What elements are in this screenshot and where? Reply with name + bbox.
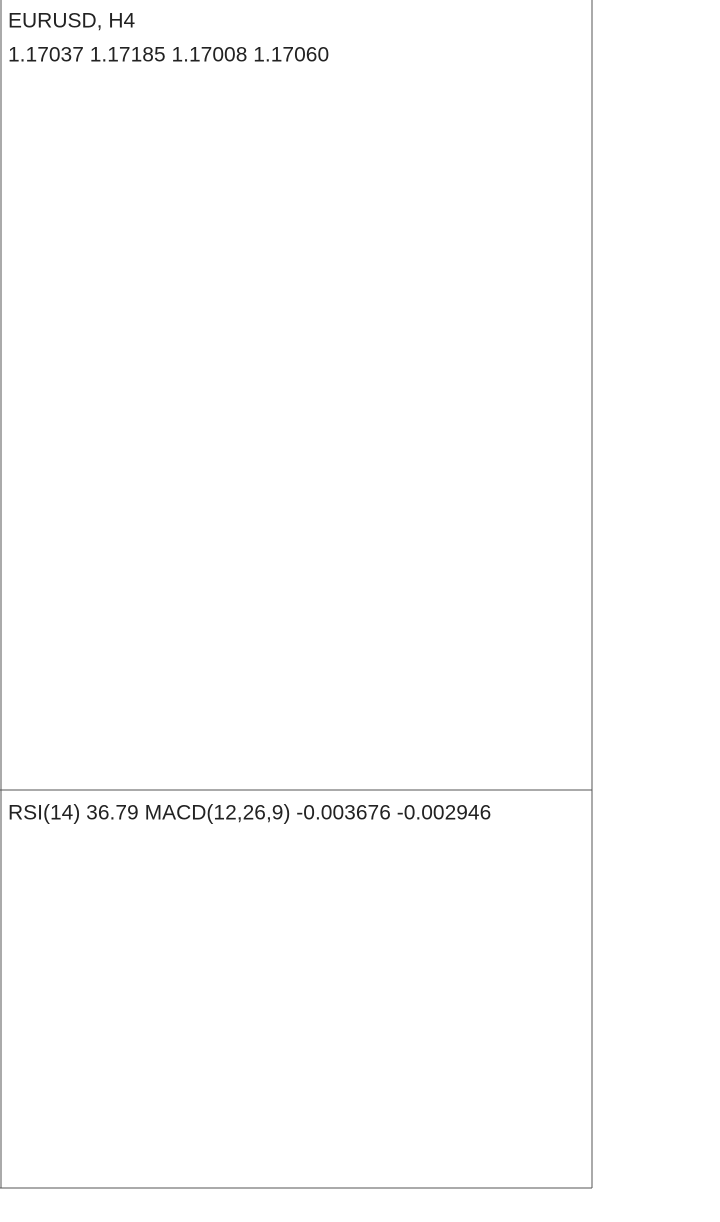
chart-title: EURUSD, H4 (8, 10, 136, 33)
chart-subtitle: 1.17037 1.17185 1.17008 1.17060 (8, 44, 329, 67)
indicator-title: RSI(14) 36.79 MACD(12,26,9) -0.003676 -0… (8, 802, 491, 825)
